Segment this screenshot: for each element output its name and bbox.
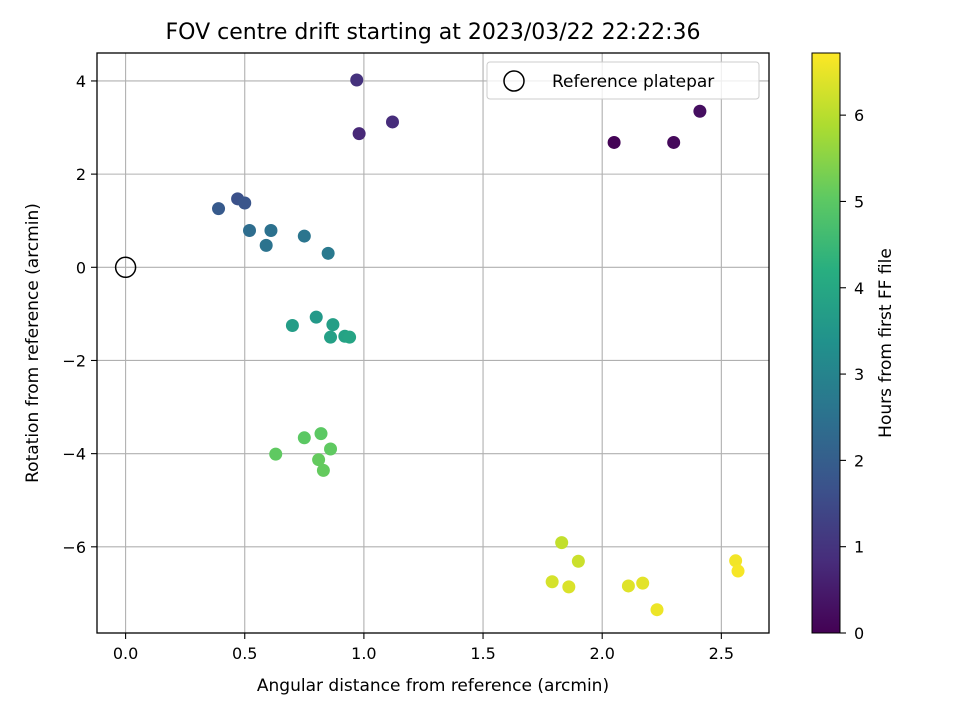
- y-axis-label: Rotation from reference (arcmin): [23, 203, 43, 483]
- colorbar-label: Hours from first FF file: [876, 248, 896, 438]
- plot-area-frame: [96, 52, 770, 634]
- data-point: [238, 196, 252, 210]
- y-tick-label: 4: [76, 72, 86, 91]
- colorbar-tick-label: 0: [854, 624, 864, 643]
- y-tick-label: −4: [62, 445, 86, 464]
- legend-marker: [503, 70, 525, 92]
- y-tick-label: −6: [62, 538, 86, 557]
- data-point: [285, 319, 299, 333]
- data-point: [321, 246, 335, 260]
- data-point: [324, 442, 338, 456]
- data-point: [636, 576, 650, 590]
- reference-platepar-marker: [114, 256, 137, 279]
- data-point: [309, 310, 323, 324]
- x-tick-label: 0.0: [113, 644, 138, 663]
- data-point: [264, 223, 278, 237]
- data-point: [607, 135, 621, 149]
- colorbar: 0 1 2 3 4 5 6 Hours from first FF file: [811, 52, 896, 643]
- data-point: [667, 135, 681, 149]
- colorbar-gradient: [811, 52, 841, 634]
- y-tick-label: 0: [76, 258, 86, 277]
- x-axis-ticks: 0.0 0.5 1.0 1.5 2.0 2.5: [113, 633, 734, 663]
- data-point: [259, 238, 273, 252]
- data-point: [343, 330, 357, 344]
- x-axis-label: Angular distance from reference (arcmin): [257, 676, 609, 696]
- x-tick-label: 1.5: [470, 644, 495, 663]
- data-point: [693, 104, 707, 118]
- data-point: [545, 575, 559, 589]
- legend: Reference platepar: [486, 61, 760, 100]
- data-point: [731, 564, 745, 578]
- x-tick-label: 0.5: [232, 644, 257, 663]
- grid: [97, 53, 769, 633]
- data-point: [385, 115, 399, 129]
- y-axis-ticks: −6 −4 −2 0 2 4: [62, 72, 97, 557]
- data-point: [571, 554, 585, 568]
- chart-title: FOV centre drift starting at 2023/03/22 …: [166, 20, 701, 45]
- x-tick-label: 2.0: [589, 644, 614, 663]
- data-point: [352, 127, 366, 141]
- data-point: [324, 330, 338, 344]
- data-point: [562, 580, 576, 594]
- y-tick-label: 2: [76, 165, 86, 184]
- colorbar-tick-label: 4: [854, 279, 864, 298]
- x-tick-label: 1.0: [351, 644, 376, 663]
- data-point: [314, 427, 328, 441]
- colorbar-tick-label: 6: [854, 106, 864, 125]
- data-point: [312, 453, 326, 467]
- data-point: [650, 603, 664, 617]
- legend-entry-reference-platepar: Reference platepar: [552, 72, 714, 92]
- legend-box: [486, 61, 760, 100]
- data-point: [316, 463, 330, 477]
- colorbar-tick-label: 5: [854, 192, 864, 211]
- data-point: [326, 318, 340, 332]
- data-point: [350, 73, 364, 87]
- data-point: [269, 447, 283, 461]
- data-point: [297, 431, 311, 445]
- data-points: [212, 73, 745, 617]
- colorbar-tick-label: 1: [854, 538, 864, 557]
- y-tick-label: −2: [62, 351, 86, 370]
- data-point: [729, 554, 743, 568]
- data-point: [297, 229, 311, 243]
- data-point: [555, 536, 569, 550]
- colorbar-ticks: 0 1 2 3 4 5 6: [840, 106, 864, 643]
- x-tick-label: 2.5: [709, 644, 734, 663]
- data-point: [212, 202, 226, 216]
- colorbar-tick-label: 3: [854, 365, 864, 384]
- colorbar-tick-label: 2: [854, 451, 864, 470]
- data-point: [621, 579, 635, 593]
- data-point: [243, 223, 257, 237]
